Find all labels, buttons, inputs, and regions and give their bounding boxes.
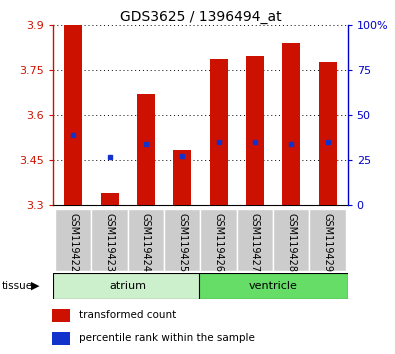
FancyBboxPatch shape (53, 273, 202, 299)
FancyBboxPatch shape (199, 273, 348, 299)
Bar (137, 94, 155, 205)
Text: tissue: tissue (2, 281, 33, 291)
Text: GSM119426: GSM119426 (214, 212, 224, 272)
Text: ▶: ▶ (31, 281, 40, 291)
Text: GSM119427: GSM119427 (250, 212, 260, 272)
Text: GSM119429: GSM119429 (323, 212, 333, 272)
Bar (53, 309, 70, 322)
Text: transformed count: transformed count (79, 310, 177, 320)
FancyBboxPatch shape (55, 209, 92, 271)
Title: GDS3625 / 1396494_at: GDS3625 / 1396494_at (120, 10, 281, 24)
Text: GSM119422: GSM119422 (68, 212, 78, 272)
Bar (246, 56, 264, 205)
FancyBboxPatch shape (201, 209, 237, 271)
Bar (101, 193, 119, 205)
Bar (173, 150, 192, 205)
Text: GSM119424: GSM119424 (141, 212, 151, 272)
FancyBboxPatch shape (273, 209, 309, 271)
Text: GSM119428: GSM119428 (286, 212, 296, 272)
Text: GSM119425: GSM119425 (177, 212, 187, 272)
Bar (282, 43, 300, 205)
Bar (53, 332, 70, 345)
Text: GSM119423: GSM119423 (105, 212, 115, 272)
FancyBboxPatch shape (128, 209, 164, 271)
FancyBboxPatch shape (237, 209, 273, 271)
Text: ventricle: ventricle (249, 281, 297, 291)
Text: percentile rank within the sample: percentile rank within the sample (79, 333, 255, 343)
FancyBboxPatch shape (92, 209, 128, 271)
Bar (318, 62, 337, 205)
Text: atrium: atrium (109, 281, 146, 291)
Bar (209, 59, 228, 205)
FancyBboxPatch shape (309, 209, 346, 271)
FancyBboxPatch shape (164, 209, 201, 271)
Bar (64, 25, 83, 205)
